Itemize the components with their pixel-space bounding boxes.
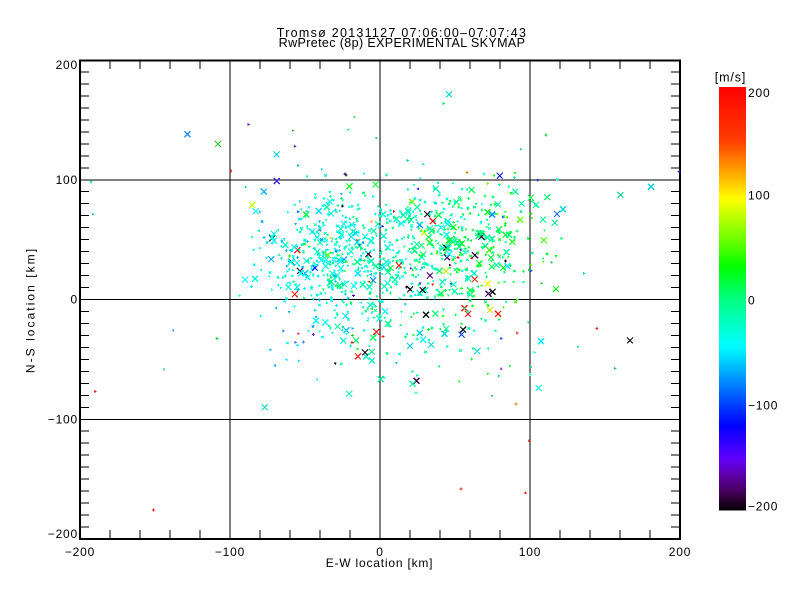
svg-text:0: 0 (71, 293, 78, 307)
svg-text:−100: −100 (48, 412, 78, 426)
svg-text:0: 0 (376, 545, 383, 559)
svg-text:−200: −200 (48, 527, 78, 541)
svg-text:0: 0 (748, 294, 755, 308)
svg-text:E-W location [km]: E-W location [km] (326, 556, 434, 570)
svg-text:−100: −100 (215, 545, 245, 559)
svg-text:100: 100 (56, 173, 78, 187)
svg-text:[m/s]: [m/s] (715, 71, 747, 85)
svg-text:200: 200 (56, 58, 78, 72)
svg-text:N-S location [km]: N-S location [km] (24, 247, 38, 373)
svg-text:100: 100 (748, 189, 770, 203)
svg-text:−200: −200 (65, 545, 95, 559)
svg-text:100: 100 (519, 545, 541, 559)
svg-text:−100: −100 (748, 399, 778, 413)
svg-text:200: 200 (748, 86, 770, 100)
svg-text:Tromsø 20131127 07:06:00–07:07: Tromsø 20131127 07:06:00–07:07:43 (277, 26, 527, 40)
svg-text:200: 200 (669, 545, 691, 559)
svg-text:RwPretec (8p) EXPERIMENTAL SKY: RwPretec (8p) EXPERIMENTAL SKYMAP (279, 36, 526, 50)
svg-text:−200: −200 (748, 500, 778, 514)
